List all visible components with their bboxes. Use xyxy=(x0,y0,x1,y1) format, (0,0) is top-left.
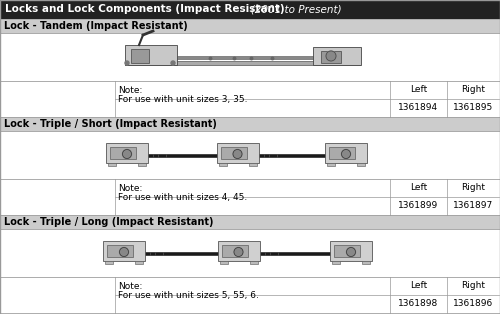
Bar xyxy=(329,147,355,159)
Text: 1361898: 1361898 xyxy=(398,300,438,308)
Text: Note:: Note: xyxy=(118,282,142,291)
Circle shape xyxy=(122,149,132,159)
Bar xyxy=(115,252,360,255)
Bar xyxy=(330,241,372,261)
Bar xyxy=(220,261,228,264)
Text: Right: Right xyxy=(461,183,485,192)
Bar xyxy=(218,241,260,261)
Bar xyxy=(334,245,360,257)
Bar xyxy=(125,45,177,65)
Text: For use with unit sizes 5, 55, 6.: For use with unit sizes 5, 55, 6. xyxy=(118,291,259,300)
Bar xyxy=(0,0,500,19)
Bar xyxy=(0,179,500,215)
Bar xyxy=(362,261,370,264)
Bar xyxy=(138,163,146,166)
Bar xyxy=(325,143,367,163)
Bar xyxy=(220,147,246,159)
Bar xyxy=(250,261,258,264)
Bar xyxy=(110,147,136,159)
Bar xyxy=(135,261,143,264)
Text: 1361899: 1361899 xyxy=(398,202,438,210)
Bar xyxy=(103,241,145,261)
Circle shape xyxy=(326,51,336,61)
Bar xyxy=(327,163,335,166)
Bar xyxy=(0,117,500,131)
Circle shape xyxy=(171,61,175,65)
Circle shape xyxy=(346,247,356,257)
Circle shape xyxy=(125,61,129,65)
Text: 1361896: 1361896 xyxy=(453,300,493,308)
Text: Lock - Tandem (Impact Resistant): Lock - Tandem (Impact Resistant) xyxy=(4,21,188,31)
Text: 1361894: 1361894 xyxy=(398,104,438,112)
Text: (2001 to Present): (2001 to Present) xyxy=(241,4,342,14)
Text: Note:: Note: xyxy=(118,86,142,95)
Text: For use with unit sizes 3, 35.: For use with unit sizes 3, 35. xyxy=(118,95,248,104)
Text: 1361895: 1361895 xyxy=(453,104,493,112)
Bar xyxy=(0,131,500,179)
Circle shape xyxy=(342,149,350,159)
Bar xyxy=(118,154,355,157)
Text: Right: Right xyxy=(461,281,485,290)
Bar xyxy=(0,33,500,81)
Circle shape xyxy=(233,149,242,159)
Text: Locks and Lock Components (Impact Resistant): Locks and Lock Components (Impact Resist… xyxy=(5,4,284,14)
Bar xyxy=(222,245,248,257)
Bar xyxy=(125,61,360,65)
Bar xyxy=(106,143,148,163)
Bar xyxy=(357,163,365,166)
Text: Left: Left xyxy=(410,183,427,192)
Text: Left: Left xyxy=(410,281,427,290)
Bar xyxy=(0,229,500,277)
Bar xyxy=(131,49,149,63)
Bar xyxy=(105,261,113,264)
Bar xyxy=(160,56,325,59)
Text: 1361897: 1361897 xyxy=(453,202,493,210)
Bar xyxy=(0,277,500,313)
Bar xyxy=(216,143,258,163)
Bar xyxy=(313,47,361,65)
Bar xyxy=(321,51,341,63)
Text: Right: Right xyxy=(461,85,485,95)
Text: Note:: Note: xyxy=(118,184,142,193)
Text: Left: Left xyxy=(410,85,427,95)
Bar xyxy=(0,215,500,229)
Bar xyxy=(108,163,116,166)
Bar xyxy=(0,81,500,117)
Bar xyxy=(248,163,256,166)
Bar xyxy=(0,19,500,33)
Text: For use with unit sizes 4, 45.: For use with unit sizes 4, 45. xyxy=(118,193,247,202)
Text: Lock - Triple / Short (Impact Resistant): Lock - Triple / Short (Impact Resistant) xyxy=(4,119,217,129)
Circle shape xyxy=(120,247,128,257)
Text: Lock - Triple / Long (Impact Resistant): Lock - Triple / Long (Impact Resistant) xyxy=(4,217,214,227)
Circle shape xyxy=(234,247,243,257)
Bar xyxy=(218,163,226,166)
Bar xyxy=(332,261,340,264)
Bar xyxy=(107,245,133,257)
